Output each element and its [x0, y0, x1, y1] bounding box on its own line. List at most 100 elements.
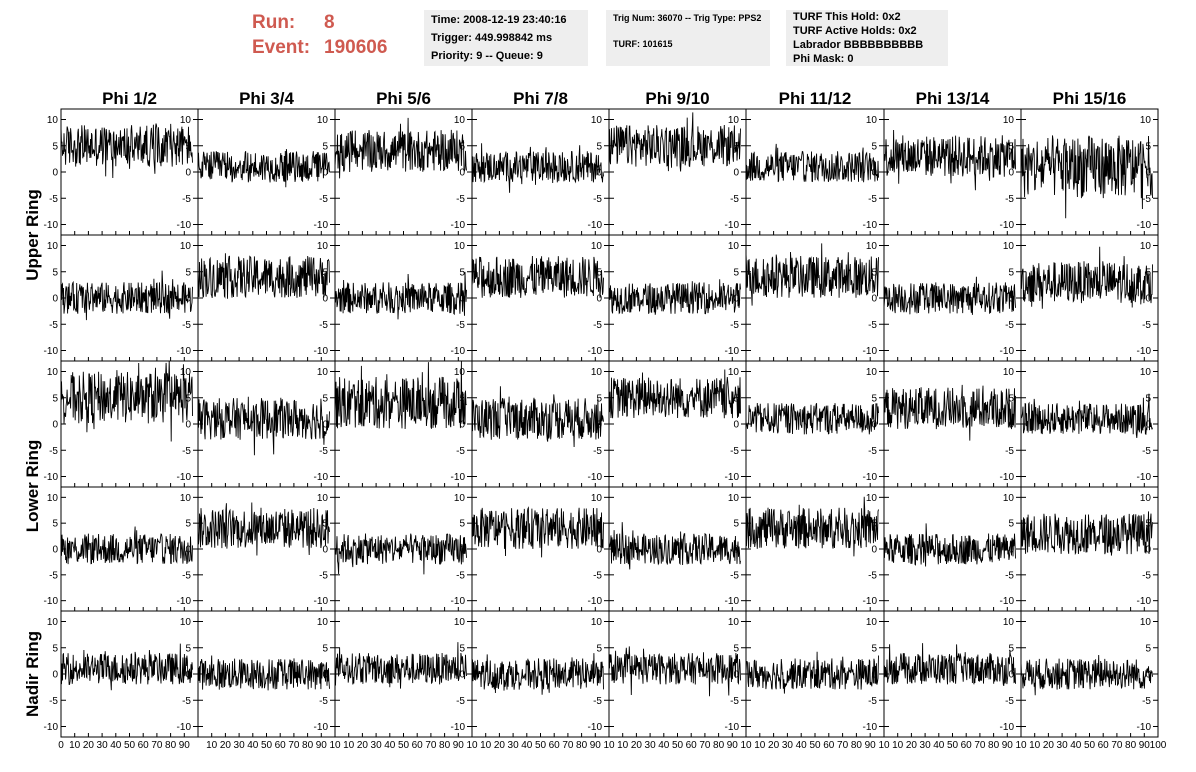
y-tick-label: 10: [47, 241, 59, 252]
run-value: 8: [324, 12, 335, 33]
y-tick-label: -10: [177, 722, 192, 733]
y-tick-label: 10: [47, 115, 59, 126]
y-tick-label: 10: [866, 617, 878, 628]
y-tick-label: 10: [591, 241, 603, 252]
waveform-trace: [334, 360, 467, 430]
y-tick-label: 10: [317, 617, 329, 628]
x-tick-label: 20: [83, 740, 95, 751]
y-tick-label: -10: [863, 472, 878, 483]
x-tick-label: 90: [727, 740, 739, 751]
x-tick-label: 40: [933, 740, 945, 751]
y-tick-label: -10: [451, 472, 466, 483]
y-tick-label: -10: [314, 722, 329, 733]
x-tick-label: 80: [165, 740, 177, 751]
y-tick-label: 5: [459, 519, 465, 530]
y-tick-label: -10: [177, 472, 192, 483]
y-tick-label: 10: [1003, 367, 1015, 378]
y-tick-label: -5: [868, 194, 877, 205]
y-tick-label: -5: [456, 320, 465, 331]
y-tick-label: 10: [728, 617, 740, 628]
column-header: Phi 7/8: [513, 89, 568, 108]
x-tick-label: 10: [1029, 740, 1041, 751]
y-tick-label: 10: [728, 493, 740, 504]
event-value: 190606: [324, 37, 388, 58]
y-tick-label: -5: [1005, 320, 1014, 331]
waveform-trace: [745, 651, 879, 694]
y-tick-label: 5: [459, 643, 465, 654]
x-tick-label: 80: [302, 740, 314, 751]
x-tick-label: 60: [412, 740, 424, 751]
y-tick-label: 0: [322, 545, 328, 556]
x-tick-label: 30: [645, 740, 657, 751]
y-tick-label: -5: [456, 446, 465, 457]
x-tick-label: 30: [508, 740, 520, 751]
waveform-trace: [197, 253, 330, 299]
y-tick-label: -5: [49, 696, 58, 707]
waveform-trace: [60, 643, 193, 691]
x-tick-label: 50: [672, 740, 684, 751]
y-tick-label: 5: [1145, 643, 1151, 654]
y-tick-label: 5: [596, 267, 602, 278]
waveform-trace: [883, 523, 1016, 567]
run-line: Run: 8: [252, 10, 387, 35]
y-tick-label: 0: [871, 545, 877, 556]
y-tick-label: -10: [588, 472, 603, 483]
waveform-trace: [197, 655, 330, 691]
y-tick-label: 10: [866, 115, 878, 126]
y-tick-label: -5: [1005, 446, 1014, 457]
y-tick-label: 5: [185, 519, 191, 530]
plot-frame: [197, 108, 336, 236]
y-tick-label: -5: [49, 194, 58, 205]
y-tick-label: 10: [866, 241, 878, 252]
waveform-trace: [1020, 511, 1153, 556]
y-tick-label: -5: [319, 446, 328, 457]
trigger-info-panel: Trig Num: 36070 -- Trig Type: PPS2 TURF:…: [606, 10, 770, 66]
y-tick-label: -10: [451, 220, 466, 231]
y-tick-label: -10: [588, 722, 603, 733]
x-tick-label: 70: [151, 740, 163, 751]
x-tick-label: 60: [686, 740, 698, 751]
waveform-trace: [883, 276, 1016, 315]
waveform-trace: [60, 123, 193, 179]
y-tick-label: 10: [728, 241, 740, 252]
y-tick-label: -5: [182, 696, 191, 707]
plot-frame: [1020, 234, 1159, 362]
y-tick-label: 0: [52, 545, 58, 556]
x-tick-label: 30: [234, 740, 246, 751]
y-tick-label: -5: [1142, 320, 1151, 331]
y-tick-label: 0: [52, 670, 58, 681]
y-tick-label: 10: [454, 241, 466, 252]
y-tick-label: 0: [733, 420, 739, 431]
x-tick-label: 40: [384, 740, 396, 751]
waveform-trace: [471, 255, 604, 298]
y-tick-label: -10: [1137, 596, 1152, 607]
x-tick-label: 90: [453, 740, 465, 751]
y-tick-label: 10: [1140, 367, 1152, 378]
y-tick-label: 5: [871, 267, 877, 278]
x-tick-label: 80: [851, 740, 863, 751]
y-tick-label: 10: [1003, 617, 1015, 628]
x-tick-label: 10: [69, 740, 81, 751]
x-tick-label: 60: [1098, 740, 1110, 751]
y-tick-label: 5: [52, 267, 58, 278]
waveform-trace: [471, 653, 604, 695]
y-tick-label: -10: [177, 596, 192, 607]
x-tick-label: 30: [1057, 740, 1069, 751]
y-tick-label: 0: [871, 294, 877, 305]
waveform-trace: [745, 243, 879, 306]
y-tick-label: 5: [1008, 643, 1014, 654]
y-tick-label: 5: [52, 393, 58, 404]
x-tick-label: 10: [480, 740, 492, 751]
x-tick-label: 10: [343, 740, 355, 751]
y-tick-label: -10: [177, 220, 192, 231]
y-tick-label: -5: [730, 696, 739, 707]
waveform-trace: [197, 396, 330, 456]
time-info-panel: Time: 2008-12-19 23:40:16 Trigger: 449.9…: [424, 10, 588, 66]
x-tick-label: 40: [796, 740, 808, 751]
y-tick-label: 5: [871, 393, 877, 404]
x-tick-label: 90: [590, 740, 602, 751]
y-tick-label: 0: [596, 420, 602, 431]
y-tick-label: 0: [52, 168, 58, 179]
column-header: Phi 9/10: [645, 89, 709, 108]
y-tick-label: -5: [319, 570, 328, 581]
